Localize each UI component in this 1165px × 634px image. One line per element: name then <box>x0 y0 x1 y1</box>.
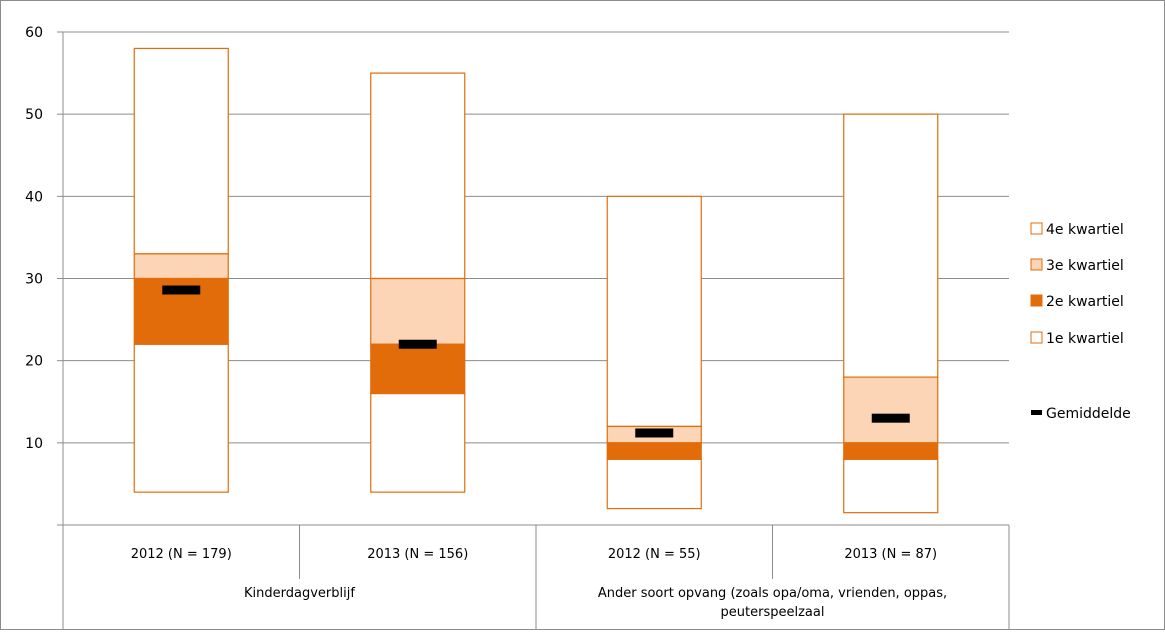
box-q4 <box>133 47 229 255</box>
y-tick-label: 60 <box>25 25 43 41</box>
legend-swatch-q1 <box>1030 331 1043 344</box>
group-label: Ander soort opvang (zoals opa/oma, vrien… <box>598 586 947 620</box>
legend-swatch-mean <box>1031 410 1042 415</box>
legend-swatch-q4 <box>1030 222 1043 235</box>
legend-label-mean: Gemiddelde <box>1046 406 1131 422</box>
mean-marker <box>635 428 674 438</box>
legend-label-q2: 2e kwartiel <box>1046 294 1124 310</box>
mean-marker <box>871 413 910 423</box>
y-tick-label: 10 <box>25 436 43 452</box>
y-tick-label: 40 <box>25 189 43 205</box>
box-q1 <box>606 458 702 510</box>
legend-swatch-q2 <box>1030 294 1043 307</box>
box-q4 <box>606 195 702 427</box>
box-q2 <box>370 343 466 395</box>
group-label: Kinderdagverblijf <box>244 586 355 601</box>
y-tick-label: 50 <box>25 107 43 123</box>
category-label: 2013 (N = 156) <box>367 547 468 562</box>
legend-swatch-q3 <box>1030 258 1043 271</box>
y-tick-labels: 10 20 30 40 50 60 <box>25 25 43 452</box>
y-tick-label: 20 <box>25 354 43 370</box>
boxes <box>133 47 939 514</box>
axes <box>57 31 1010 629</box>
category-label: 2013 (N = 87) <box>844 547 937 562</box>
box-q3 <box>370 277 466 345</box>
mean-marker <box>162 285 201 295</box>
mean-marker <box>398 339 437 349</box>
box-q1 <box>370 392 466 493</box>
box-q2 <box>606 442 702 460</box>
category-label: 2012 (N = 55) <box>608 547 701 562</box>
category-label: 2012 (N = 179) <box>131 547 232 562</box>
box-q4 <box>370 72 466 280</box>
legend-label-q3: 3e kwartiel <box>1046 258 1124 274</box>
box-q2 <box>843 442 939 460</box>
box-q4 <box>843 113 939 378</box>
box-q1 <box>133 343 229 493</box>
x-axis-labels: 2012 (N = 179) 2013 (N = 156) 2012 (N = 55… <box>131 547 947 620</box>
box-q2 <box>133 277 229 345</box>
box-q3 <box>843 376 939 444</box>
box-q1 <box>843 458 939 514</box>
legend-label-q4: 4e kwartiel <box>1046 222 1124 238</box>
legend: 4e kwartiel 3e kwartiel 2e kwartiel 1e kwar… <box>1030 222 1131 422</box>
box-q3 <box>133 253 229 280</box>
y-tick-label: 30 <box>25 272 43 288</box>
legend-label-q1: 1e kwartiel <box>1046 331 1124 347</box>
